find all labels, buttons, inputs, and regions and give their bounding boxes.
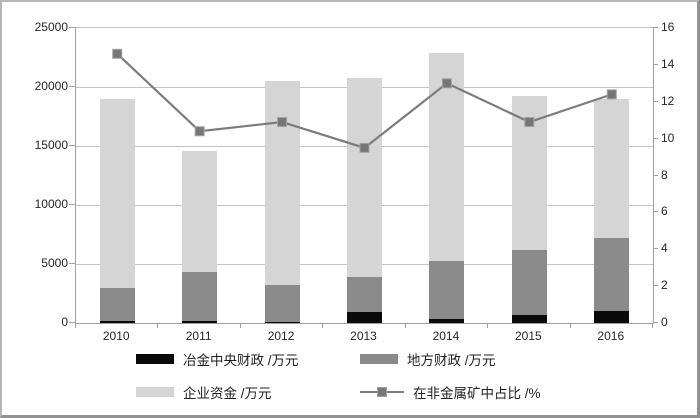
- line-marker: [606, 89, 617, 100]
- legend: 冶金中央财政 /万元 地方财政 /万元 企业资金 /万元 在非金属矿中占比 /%: [136, 347, 596, 404]
- legend-label-local-finance: 地方财政 /万元: [407, 353, 496, 368]
- y-axis-right-tick: [653, 63, 658, 65]
- x-axis-tick-label: 2010: [102, 329, 130, 343]
- bar-segment: [347, 312, 382, 323]
- x-axis-tick-label: 2011: [185, 329, 212, 343]
- bar-segment: [264, 81, 300, 286]
- bar-segment: [511, 315, 547, 323]
- trend-line-layer: [112, 48, 617, 153]
- enterprise-funds-swatch: [136, 387, 174, 397]
- bar-segment: [182, 150, 218, 273]
- legend-item-local-finance: 地方财政 /万元: [360, 347, 596, 371]
- bar-segment: [511, 250, 547, 316]
- x-axis-tick-label: 2015: [514, 329, 542, 343]
- bar-segment: [264, 321, 300, 323]
- y-axis-right-tick: [653, 100, 658, 102]
- y-axis-left-tick-label: 20000: [34, 79, 68, 93]
- line-marker: [277, 117, 288, 128]
- bar-segment: [594, 310, 630, 323]
- y-axis-right-tick-label: 6: [661, 204, 668, 219]
- x-axis-tick: [487, 323, 489, 328]
- bar-segment: [99, 320, 135, 323]
- bar-segment: [347, 276, 382, 313]
- trend-line: [116, 53, 613, 150]
- y-axis-right-tick-label: 16: [661, 20, 675, 34]
- y-axis-left-tick: [69, 145, 75, 146]
- x-axis-tick: [404, 323, 406, 328]
- x-axis-tick-label: 2013: [350, 329, 377, 343]
- y-axis-right-tick-label: 10: [661, 130, 675, 145]
- bar-segment: [429, 261, 465, 319]
- y-axis-right-tick: [653, 211, 658, 213]
- y-axis-left-tick-label: 10000: [34, 197, 68, 211]
- bar-segment: [429, 318, 465, 323]
- bar-segment: [182, 320, 218, 323]
- x-axis-tick: [239, 323, 241, 328]
- bar-segment: [182, 272, 218, 321]
- y-axis-right-tick-label: 8: [661, 167, 668, 182]
- y-axis-right-tick: [653, 322, 658, 323]
- x-axis-tick: [652, 323, 653, 328]
- line-marker: [359, 142, 370, 153]
- legend-label-nonmetal-ratio: 在非金属矿中占比 /%: [413, 386, 541, 401]
- y-axis-left-tick-label: 0: [61, 315, 68, 329]
- x-axis-tick-label: 2016: [597, 329, 625, 343]
- y-axis-left-tick: [69, 86, 75, 87]
- y-axis-right-tick-label: 12: [661, 93, 675, 108]
- x-axis-tick-label: 2014: [432, 329, 460, 343]
- x-axis-tick: [75, 323, 76, 328]
- local-finance-swatch: [360, 354, 398, 364]
- y-axis-left-tick: [69, 263, 75, 264]
- x-axis-tick: [569, 323, 571, 328]
- square-marker-icon: [377, 387, 387, 397]
- legend-item-central-finance: 冶金中央财政 /万元: [136, 347, 360, 371]
- y-axis-right-tick-label: 14: [661, 56, 675, 71]
- bar-segment: [99, 287, 135, 321]
- bar-segment: [99, 98, 135, 288]
- legend-item-nonmetal-ratio: 在非金属矿中占比 /%: [360, 380, 596, 404]
- line-marker: [441, 78, 452, 89]
- line-marker: [524, 117, 535, 128]
- y-axis-left-tick: [69, 322, 75, 323]
- y-axis-left-tick-label: 25000: [34, 20, 68, 34]
- plot-area: [75, 27, 654, 324]
- y-axis-right-tick: [653, 248, 658, 250]
- bar-segment: [594, 98, 630, 239]
- line-marker: [112, 48, 123, 59]
- x-axis-tick-label: 2012: [267, 329, 295, 343]
- y-axis-right-tick-label: 2: [661, 278, 668, 293]
- y-axis-left-tick-label: 15000: [34, 138, 68, 152]
- y-axis-left-tick: [69, 27, 75, 28]
- legend-item-enterprise-funds: 企业资金 /万元: [136, 380, 360, 404]
- legend-label-central-finance: 冶金中央财政 /万元: [183, 353, 299, 368]
- y-axis-right-tick-label: 0: [661, 315, 668, 329]
- y-axis-right-tick: [653, 174, 658, 176]
- bar-segment: [347, 77, 382, 277]
- legend-label-enterprise-funds: 企业资金 /万元: [183, 386, 272, 401]
- line-marker: [194, 126, 205, 137]
- y-axis-right-tick-label: 4: [661, 241, 668, 256]
- y-axis-right-tick: [653, 137, 658, 139]
- x-axis-tick: [157, 323, 159, 328]
- y-axis-right-tick: [653, 285, 658, 287]
- y-axis-right-tick: [653, 27, 658, 28]
- y-axis-left-tick: [69, 204, 75, 205]
- line-marker-glyph: [360, 386, 404, 398]
- y-axis-left-tick-label: 5000: [41, 256, 68, 270]
- central-finance-swatch: [136, 354, 174, 364]
- bar-segment: [594, 238, 630, 311]
- bar-segment: [264, 285, 300, 322]
- x-axis-tick: [322, 323, 324, 328]
